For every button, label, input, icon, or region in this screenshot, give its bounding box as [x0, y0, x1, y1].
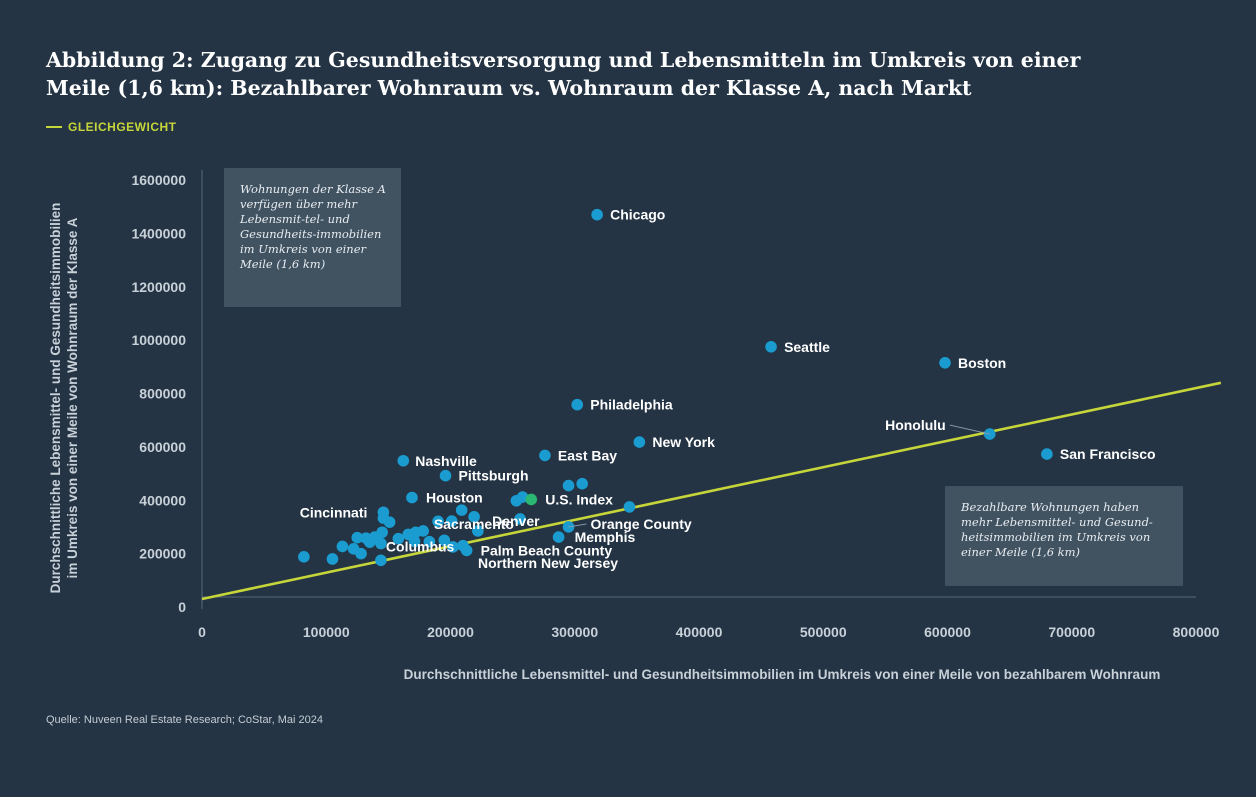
point: [355, 547, 367, 560]
point-sacramento: [472, 525, 484, 537]
point: [455, 504, 468, 516]
point: [468, 510, 480, 523]
label-honolulu: Honolulu: [885, 417, 946, 433]
y-tick-label: 0: [178, 599, 186, 615]
point-new-york: [633, 436, 646, 448]
label-memphis: Memphis: [575, 529, 636, 545]
y-axis-title: Durchschnittliche Lebensmittel- und Gesu…: [48, 203, 80, 594]
point: [576, 477, 589, 490]
label-leader-line: [949, 424, 990, 435]
x-tick-label: 600000: [924, 624, 971, 640]
label-san-francisco: San Francisco: [1060, 446, 1156, 462]
label-nashville: Nashville: [415, 453, 477, 469]
label-boston: Boston: [958, 355, 1006, 371]
point: [432, 515, 444, 528]
label-leader-line: [568, 523, 587, 528]
y-tick-label: 1400000: [131, 225, 186, 241]
y-tick-label: 400000: [139, 492, 186, 508]
point: [392, 532, 405, 545]
point-san-francisco: [1041, 448, 1053, 460]
point: [383, 516, 396, 528]
point-columbus: [375, 537, 387, 550]
label-columbus: Columbus: [386, 538, 455, 554]
x-tick-label: 0: [198, 624, 206, 640]
point: [336, 540, 349, 553]
y-tick-label: 600000: [139, 439, 186, 455]
point-pittsburgh: [439, 469, 452, 482]
label-new-york: New York: [652, 434, 715, 450]
point: [457, 539, 469, 552]
label-seattle: Seattle: [784, 339, 830, 355]
x-tick-label: 100000: [303, 624, 350, 640]
point-denver: [514, 513, 526, 525]
note-class-a: Wohnungen der Klasse A verfügen über meh…: [224, 168, 401, 307]
x-tick-label: 500000: [800, 624, 847, 640]
label-cincinnati: Cincinnati: [300, 504, 368, 520]
label-u-s-index: U.S. Index: [545, 491, 613, 507]
label-sacramento: Sacramento: [434, 516, 514, 532]
point: [351, 531, 364, 544]
y-tick-label: 1000000: [131, 332, 186, 348]
point-seattle: [765, 340, 777, 353]
point-memphis: [552, 531, 565, 543]
point: [298, 551, 310, 563]
label-east-bay: East Bay: [558, 447, 617, 463]
point-nashville: [397, 454, 410, 467]
note-affordable: Bezahlbare Wohnungen haben mehr Lebensmi…: [945, 486, 1183, 586]
label-orange-county: Orange County: [591, 516, 692, 532]
label-palm-beach-county: Palm Beach County: [481, 542, 613, 558]
label-denver: Denver: [492, 513, 540, 529]
point-northern-new-jersey: [447, 541, 459, 553]
x-tick-label: 400000: [676, 624, 723, 640]
point: [423, 535, 436, 548]
chart-title: Abbildung 2: Zugang zu Gesundheitsversor…: [46, 48, 1081, 100]
equilibrium-line: [201, 381, 1222, 601]
y-tick-label: 1200000: [131, 279, 186, 295]
point: [445, 515, 458, 527]
point: [326, 553, 339, 565]
point-chicago: [591, 208, 603, 221]
y-axis-title-line: Durchschnittliche Lebensmittel- und Gesu…: [48, 203, 63, 594]
label-pittsburgh: Pittsburgh: [459, 468, 529, 484]
point: [438, 534, 451, 547]
equilibrium-legend-label: GLEICHGEWICHT: [68, 120, 177, 134]
equilibrium-legend-swatch: [46, 126, 62, 128]
point-boston: [939, 357, 951, 369]
x-tick-label: 200000: [427, 624, 474, 640]
point-philadelphia: [571, 398, 584, 411]
point: [510, 494, 523, 507]
y-axis-title-line: im Umkreis von einer Meile von Wohnraum …: [65, 217, 80, 578]
x-tick-label: 300000: [551, 624, 598, 640]
label-chicago: Chicago: [610, 207, 665, 223]
y-tick-label: 800000: [139, 386, 186, 402]
point: [363, 536, 376, 548]
label-philadelphia: Philadelphia: [590, 397, 673, 413]
point-u-s-index: [525, 493, 538, 506]
y-tick-label: 200000: [139, 546, 186, 562]
point: [623, 501, 636, 513]
y-tick-label: 1600000: [131, 172, 186, 188]
x-tick-label: 700000: [1048, 624, 1095, 640]
point-east-bay: [539, 449, 551, 462]
label-northern-new-jersey: Northern New Jersey: [478, 555, 618, 571]
source-note: Quelle: Nuveen Real Estate Research; CoS…: [46, 714, 323, 726]
point: [375, 554, 387, 567]
x-axis-title: Durchschnittliche Lebensmittel- und Gesu…: [404, 667, 1161, 682]
x-tick-label: 800000: [1173, 624, 1220, 640]
legend: GLEICHGEWICHT: [46, 120, 177, 134]
point: [562, 479, 575, 492]
point: [408, 535, 421, 548]
point-houston: [406, 491, 418, 504]
label-houston: Houston: [426, 490, 483, 506]
